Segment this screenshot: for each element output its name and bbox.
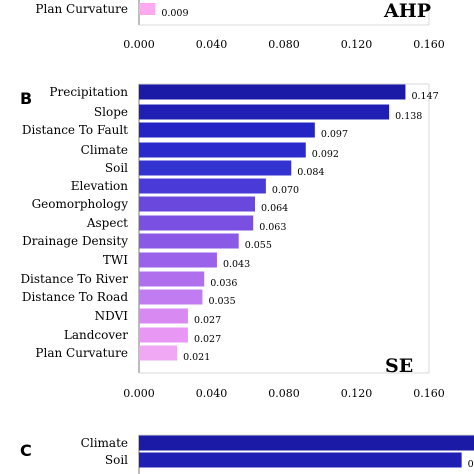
value-label: 0.178	[468, 459, 474, 470]
value-label: 0.064	[261, 203, 288, 214]
category-label: Aspect	[86, 216, 128, 230]
x-tick-label: 0.120	[341, 38, 373, 51]
value-label: 0.138	[395, 111, 422, 122]
x-tick-label: 0.160	[413, 387, 445, 400]
category-label: Distance To River	[20, 272, 128, 286]
bar	[139, 252, 217, 268]
x-tick-label: 0.040	[196, 387, 228, 400]
value-label: 0.147	[411, 91, 438, 102]
bar	[139, 308, 188, 324]
category-label: NDVI	[95, 309, 129, 323]
bar	[139, 435, 474, 451]
value-label: 0.027	[194, 315, 221, 326]
category-label: Drainage Density	[22, 234, 128, 248]
value-label: 0.070	[272, 185, 299, 196]
bar	[139, 142, 306, 158]
value-label: 0.036	[210, 278, 237, 289]
x-tick-label: 0.160	[413, 38, 445, 51]
bar	[139, 215, 254, 231]
bar	[139, 327, 188, 343]
panel-label: B	[20, 89, 32, 108]
category-label: Slope	[94, 105, 128, 119]
method-label: AHP	[383, 0, 431, 22]
bar	[139, 271, 205, 287]
category-label: Elevation	[71, 179, 129, 193]
method-label: SE	[385, 355, 413, 377]
bar	[139, 289, 203, 305]
x-tick-label: 0.000	[123, 38, 155, 51]
bar	[139, 84, 406, 100]
bar	[139, 122, 315, 138]
bar	[139, 3, 156, 15]
category-label: TWI	[103, 253, 128, 267]
value-label: 0.009	[161, 8, 188, 19]
panel-b-se: Precipitation 0.147 Slope 0.138 Distance To …	[20, 83, 445, 400]
x-tick-label: 0.040	[196, 38, 228, 51]
bar	[139, 196, 255, 212]
value-label: 0.063	[259, 222, 286, 233]
category-label: Geomorphology	[32, 197, 129, 211]
value-label: 0.084	[297, 167, 324, 178]
value-label: 0.021	[183, 352, 210, 363]
category-label: Plan Curvature	[35, 346, 128, 360]
bar	[139, 452, 462, 468]
category-label: Distance To Fault	[22, 123, 128, 137]
value-label: 0.035	[208, 296, 235, 307]
value-label: 0.043	[223, 259, 250, 270]
bar	[139, 178, 266, 194]
x-tick-label: 0.120	[341, 387, 373, 400]
panel-a-partial: Plan Curvature 0.009 0.000 0.040 0.080 0.120 0…	[35, 0, 445, 51]
bar	[139, 104, 390, 120]
panel-label: C	[20, 441, 32, 460]
category-label: Landcover	[64, 328, 128, 342]
value-label: 0.097	[321, 129, 348, 140]
x-tick-label: 0.080	[268, 38, 300, 51]
category-label: Climate	[81, 143, 128, 157]
category-label: Soil	[105, 161, 128, 175]
x-tick-label: 0.080	[268, 387, 300, 400]
category-label: Climate	[81, 436, 128, 450]
category-label: Precipitation	[49, 85, 128, 99]
value-label: 0.092	[312, 149, 339, 160]
x-tick-label: 0.000	[123, 387, 155, 400]
bar	[139, 233, 239, 249]
category-label: Plan Curvature	[35, 2, 128, 16]
value-label: 0.027	[194, 334, 221, 345]
category-label: Distance To Road	[22, 290, 128, 304]
category-label: Soil	[105, 453, 128, 467]
bar	[139, 160, 292, 176]
value-label: 0.055	[245, 240, 272, 251]
bar	[139, 345, 178, 361]
